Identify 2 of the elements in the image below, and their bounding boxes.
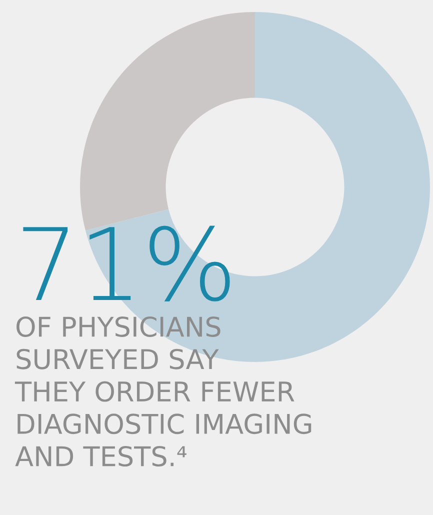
text: OF PHYSICIANS SURVEYED SAY THEY ORDER FEWER DIAGNOSTIC IMAGING AND TESTS.⁴ (14, 316, 312, 467)
data-label: 71% (23, 226, 230, 302)
